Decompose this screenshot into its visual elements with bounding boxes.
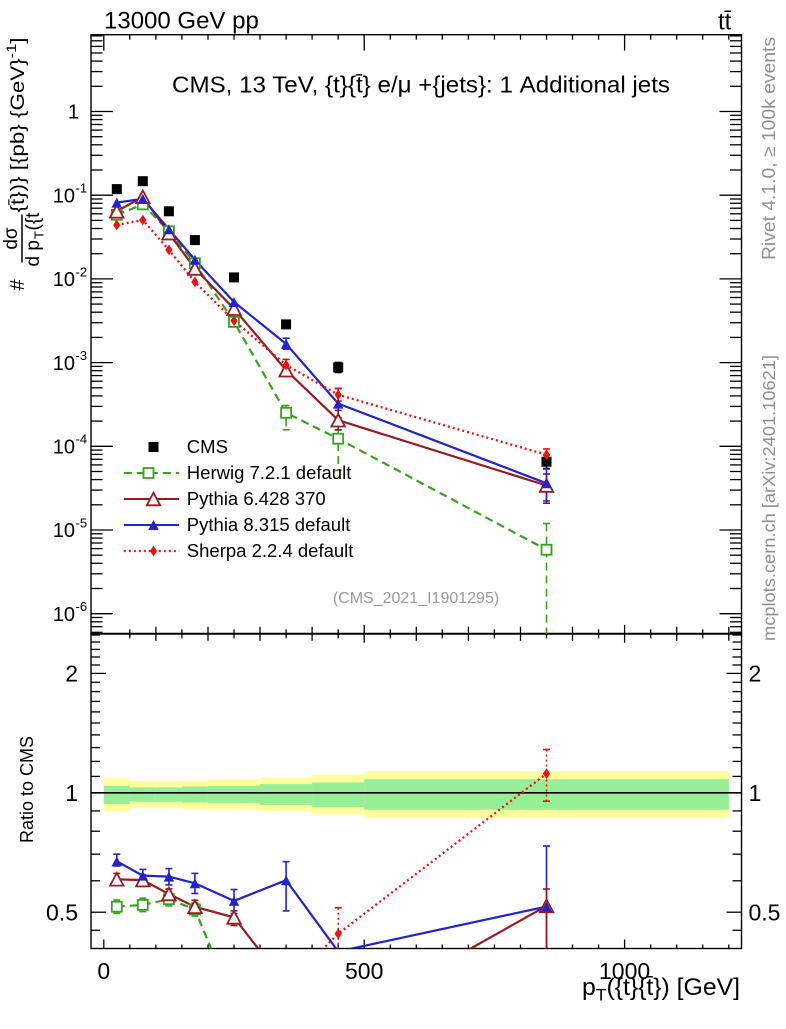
svg-text:1: 1 <box>65 780 78 806</box>
svg-text:10: 10 <box>53 269 75 291</box>
svg-text:13000 GeV pp: 13000 GeV pp <box>104 8 259 35</box>
svg-text:Ratio to CMS: Ratio to CMS <box>17 736 37 843</box>
svg-text:Herwig 7.2.1 default: Herwig 7.2.1 default <box>187 462 352 483</box>
svg-text:mcplots.cern.ch [arXiv:2401.10: mcplots.cern.ch [arXiv:2401.10621] <box>759 355 779 641</box>
svg-text:CMS: CMS <box>187 436 228 457</box>
svg-text:-1: -1 <box>76 181 88 196</box>
svg-text:0.5: 0.5 <box>46 900 78 926</box>
svg-text:10: 10 <box>53 353 75 375</box>
svg-text:({t: ({t <box>23 212 44 231</box>
svg-text:-4: -4 <box>76 432 88 447</box>
svg-text:1: 1 <box>68 102 79 124</box>
svg-text:10: 10 <box>53 185 75 207</box>
svg-text:0.5: 0.5 <box>749 900 781 926</box>
svg-text:Pythia 8.315 default: Pythia 8.315 default <box>187 514 351 535</box>
svg-text:{t̄})} [{pb} {GeV}-1]: {t̄})} [{pb} {GeV}-1] <box>3 37 29 212</box>
svg-text:-3: -3 <box>76 348 88 363</box>
svg-text:1000: 1000 <box>599 958 650 984</box>
svg-text:Pythia 6.428 370: Pythia 6.428 370 <box>187 488 326 509</box>
svg-text:500: 500 <box>345 958 383 984</box>
svg-text:tt̄: tt̄ <box>718 9 732 36</box>
svg-text:d p: d p <box>23 240 44 266</box>
svg-text:10: 10 <box>53 520 75 542</box>
svg-text:(CMS_2021_I1901295): (CMS_2021_I1901295) <box>333 590 499 607</box>
svg-text:2: 2 <box>749 661 762 687</box>
svg-text:10: 10 <box>53 437 75 459</box>
svg-text:CMS, 13 TeV, {t}{t̄} e/μ +{jet: CMS, 13 TeV, {t}{t̄} e/μ +{jets}: 1 Addi… <box>172 72 670 98</box>
svg-text:Rivet 4.1.0, ≥ 100k events: Rivet 4.1.0, ≥ 100k events <box>759 37 779 260</box>
svg-text:dσ: dσ <box>1 227 22 250</box>
svg-text:10: 10 <box>53 604 75 626</box>
svg-text:1: 1 <box>749 780 762 806</box>
svg-text:-2: -2 <box>76 264 88 279</box>
svg-text:0: 0 <box>97 958 110 984</box>
svg-text:2: 2 <box>65 661 78 687</box>
svg-text:#: # <box>7 279 29 291</box>
svg-text:Sherpa 2.2.4 default: Sherpa 2.2.4 default <box>187 540 354 561</box>
svg-text:-6: -6 <box>76 599 88 614</box>
svg-text:T: T <box>32 231 47 239</box>
svg-text:-5: -5 <box>76 515 88 530</box>
svg-text:pT({t}{t̄}) [GeV]: pT({t}{t̄}) [GeV] <box>582 974 740 1005</box>
